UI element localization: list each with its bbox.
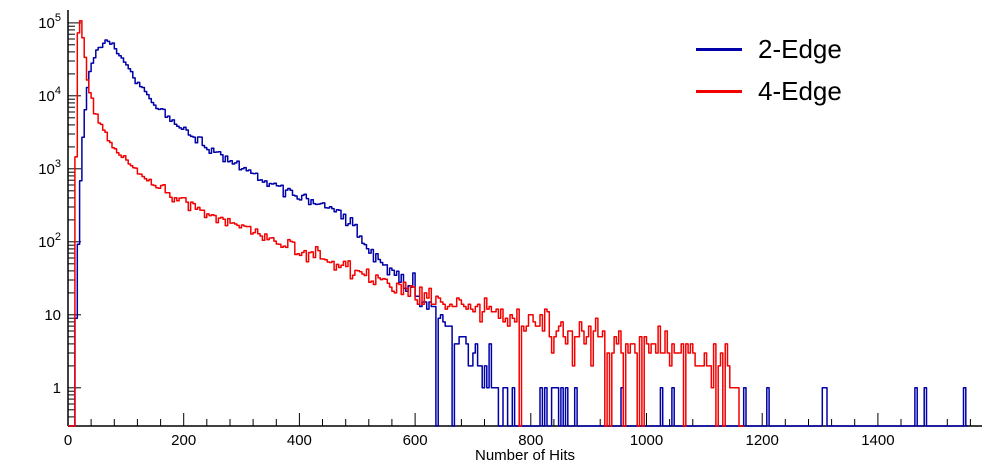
svg-text:1000: 1000 [630, 432, 663, 449]
svg-text:600: 600 [403, 432, 428, 449]
svg-text:200: 200 [171, 432, 196, 449]
svg-text:800: 800 [518, 432, 543, 449]
x-axis-title: Number of Hits [474, 447, 576, 464]
legend-item-4edge: 4-Edge [696, 78, 842, 104]
svg-text:105: 105 [38, 12, 61, 32]
svg-text:10: 10 [44, 307, 61, 324]
svg-text:400: 400 [287, 432, 312, 449]
svg-text:104: 104 [38, 85, 61, 105]
svg-text:103: 103 [38, 158, 61, 178]
legend-line-2edge-icon [696, 47, 742, 51]
legend-line-4edge-icon [696, 89, 742, 93]
svg-text:1400: 1400 [861, 432, 894, 449]
legend-label-2edge: 2-Edge [758, 34, 842, 64]
svg-text:0: 0 [64, 432, 72, 449]
legend-label-4edge: 4-Edge [758, 76, 842, 106]
svg-text:1: 1 [53, 380, 61, 397]
svg-text:102: 102 [38, 231, 61, 251]
legend-item-2edge: 2-Edge [696, 36, 842, 62]
legend: 2-Edge 4-Edge [696, 36, 842, 104]
svg-text:1200: 1200 [746, 432, 779, 449]
